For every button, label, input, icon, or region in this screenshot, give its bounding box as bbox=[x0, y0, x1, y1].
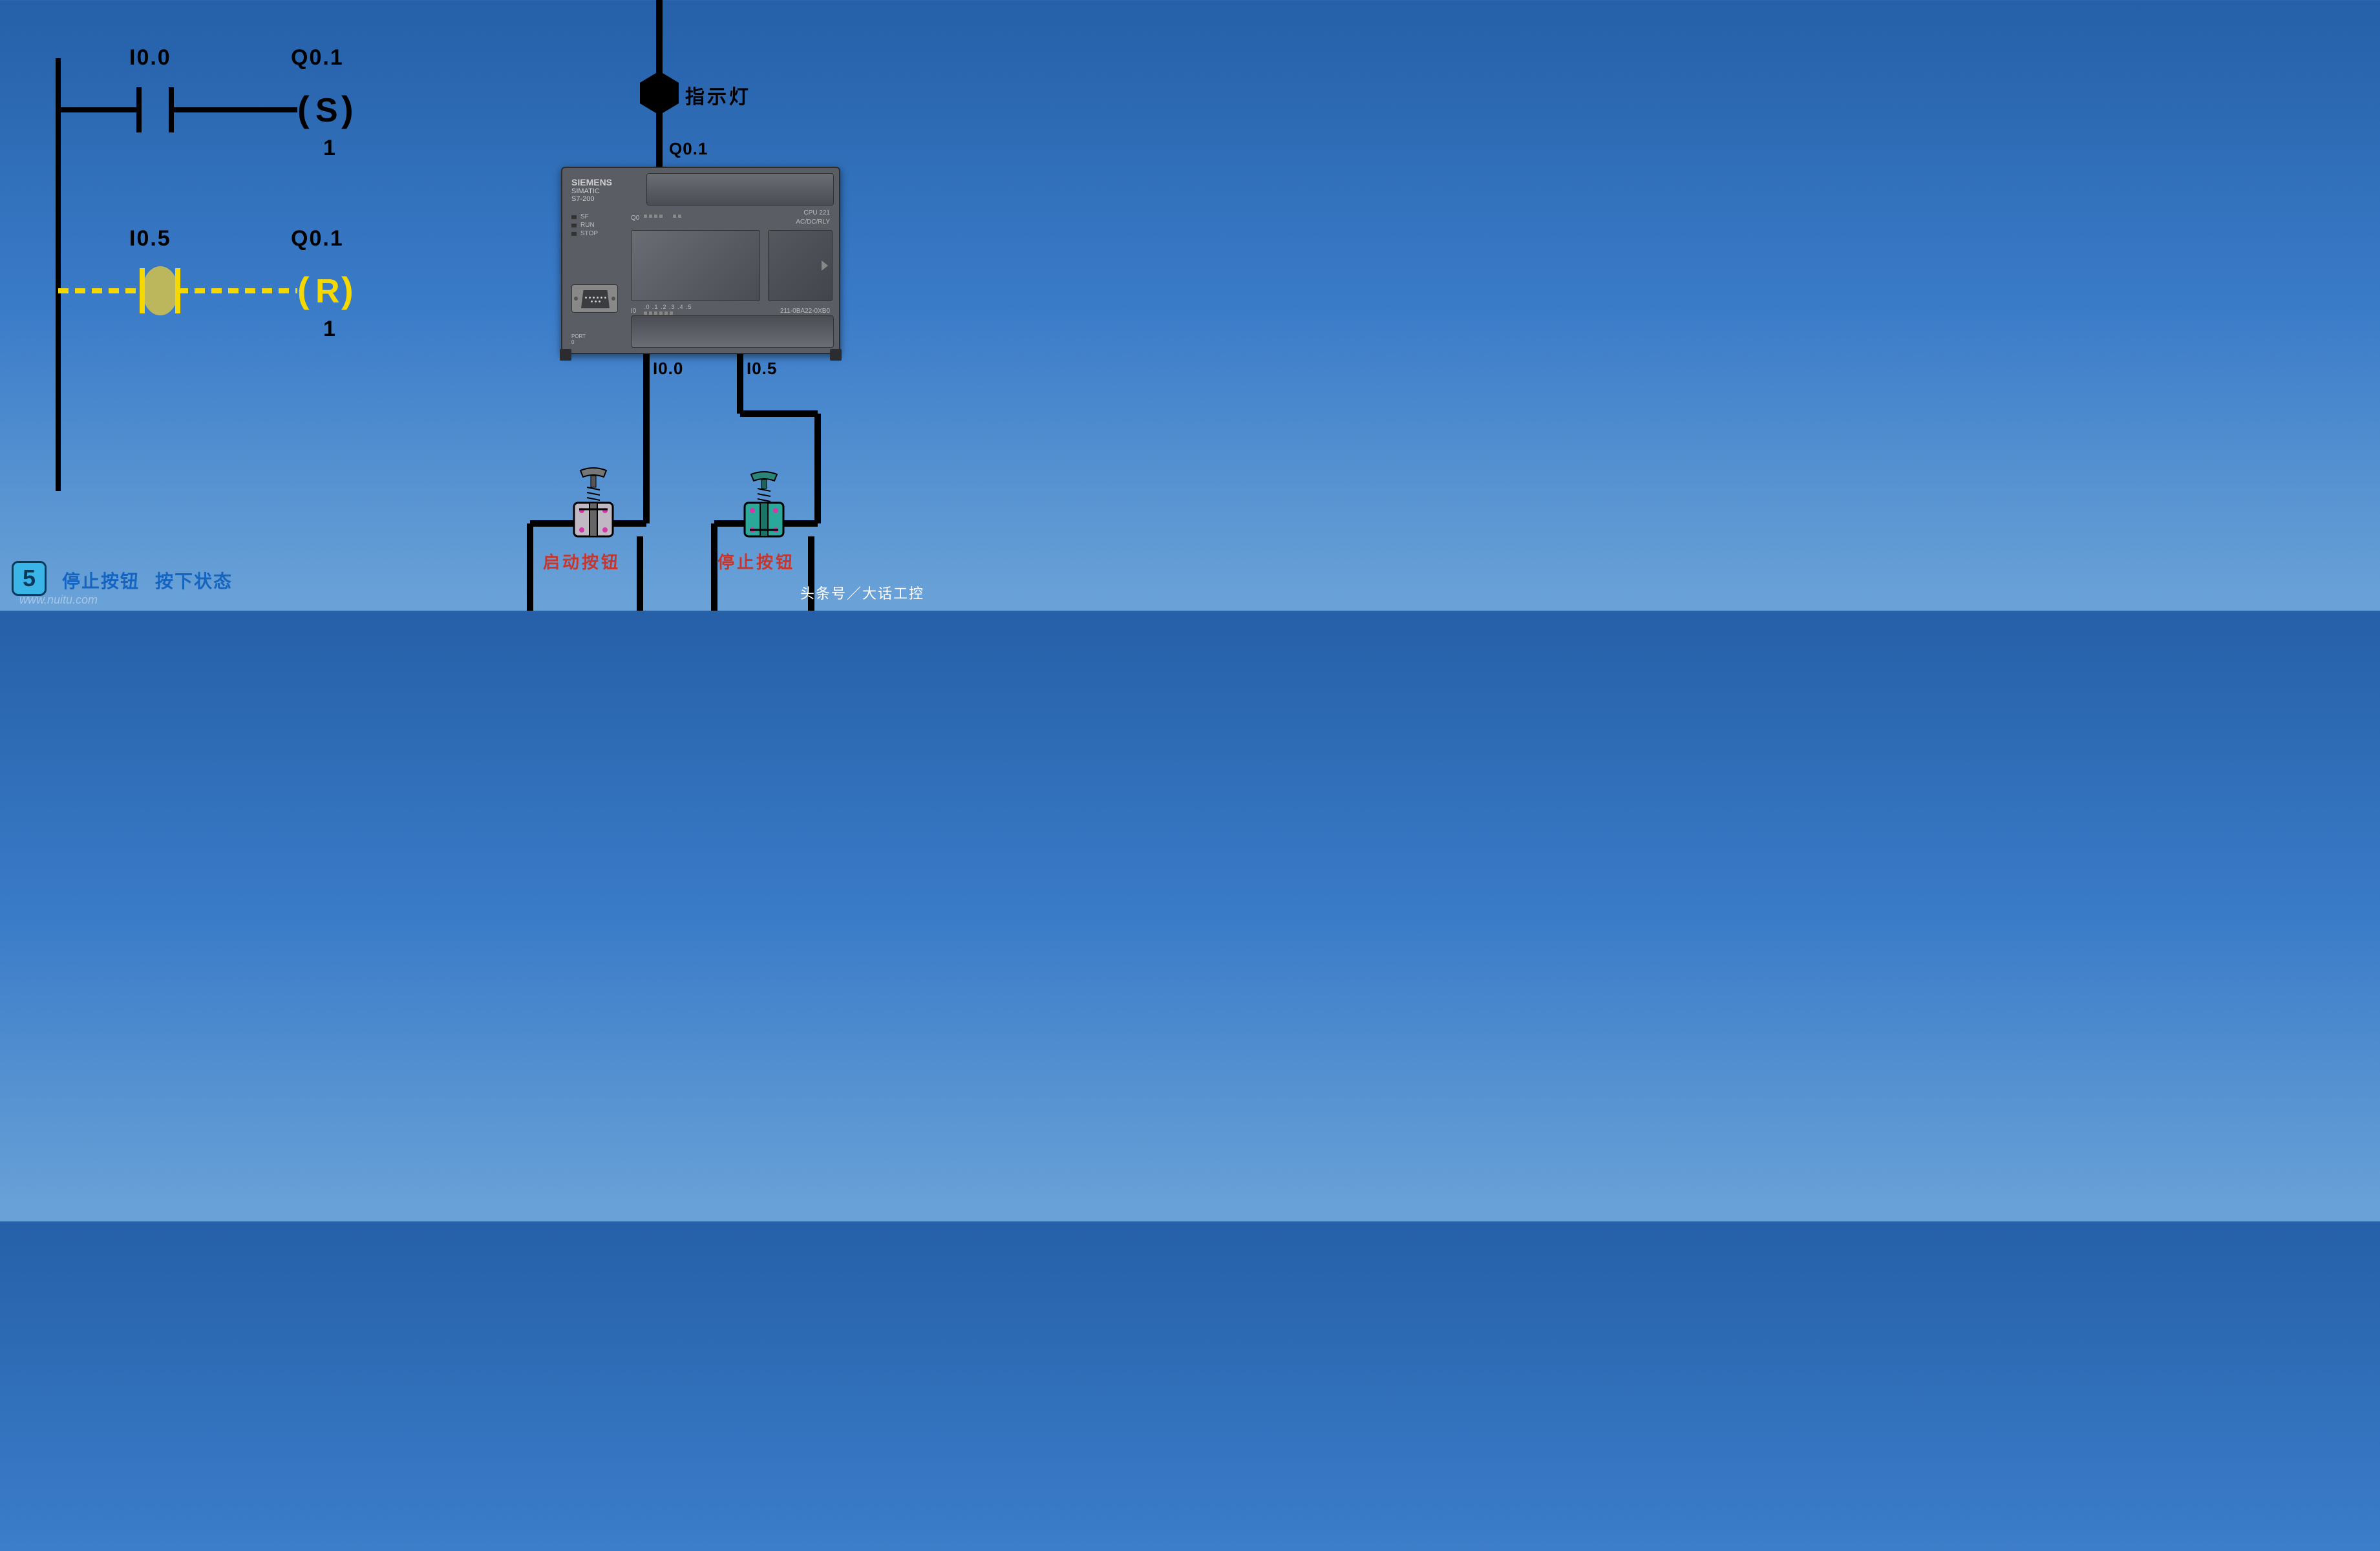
plc-port bbox=[571, 284, 618, 313]
plc-i-pins: .0 .1 .2 .3 .4 .5 bbox=[644, 304, 692, 310]
plc-led-run: RUN bbox=[580, 222, 595, 229]
plc-device: SIEMENS SIMATIC S7-200 SF RUN STOP Q0 CP… bbox=[561, 167, 840, 354]
indicator-label: 指示灯 bbox=[685, 81, 751, 109]
plc-led-sf: SF bbox=[580, 213, 589, 220]
start-button bbox=[555, 465, 632, 546]
input-i05-label: I0.5 bbox=[747, 359, 777, 379]
plc-power: AC/DC/RLY bbox=[796, 218, 830, 226]
plc-i-label: I0 bbox=[631, 308, 636, 315]
plc-cpu: CPU 221 bbox=[803, 209, 830, 216]
plc-led-stop: STOP bbox=[580, 230, 598, 237]
input-i00-label: I0.0 bbox=[653, 359, 683, 379]
source-credit: 头条号／大话工控 bbox=[800, 582, 924, 603]
status-text-2: 按下状态 bbox=[155, 567, 233, 593]
status-text-1: 停止按钮 bbox=[62, 567, 140, 593]
watermark: www.nuitu.com bbox=[19, 593, 98, 607]
plc-series2: S7-200 bbox=[571, 195, 594, 203]
output-q01-label: Q0.1 bbox=[669, 139, 708, 159]
start-button-label: 启动按钮 bbox=[543, 549, 621, 573]
plc-port-label: PORT 0 bbox=[571, 333, 586, 345]
step-number: 5 bbox=[23, 565, 36, 592]
plc-part: 211-0BA22-0XB0 bbox=[780, 308, 830, 315]
plc-series1: SIMATIC bbox=[571, 187, 600, 195]
plc-brand: SIEMENS bbox=[571, 177, 612, 187]
stop-button-label: 停止按钮 bbox=[717, 549, 795, 573]
step-badge: 5 bbox=[12, 561, 47, 596]
stop-button bbox=[725, 465, 803, 546]
plc-q-label: Q0 bbox=[631, 215, 639, 222]
